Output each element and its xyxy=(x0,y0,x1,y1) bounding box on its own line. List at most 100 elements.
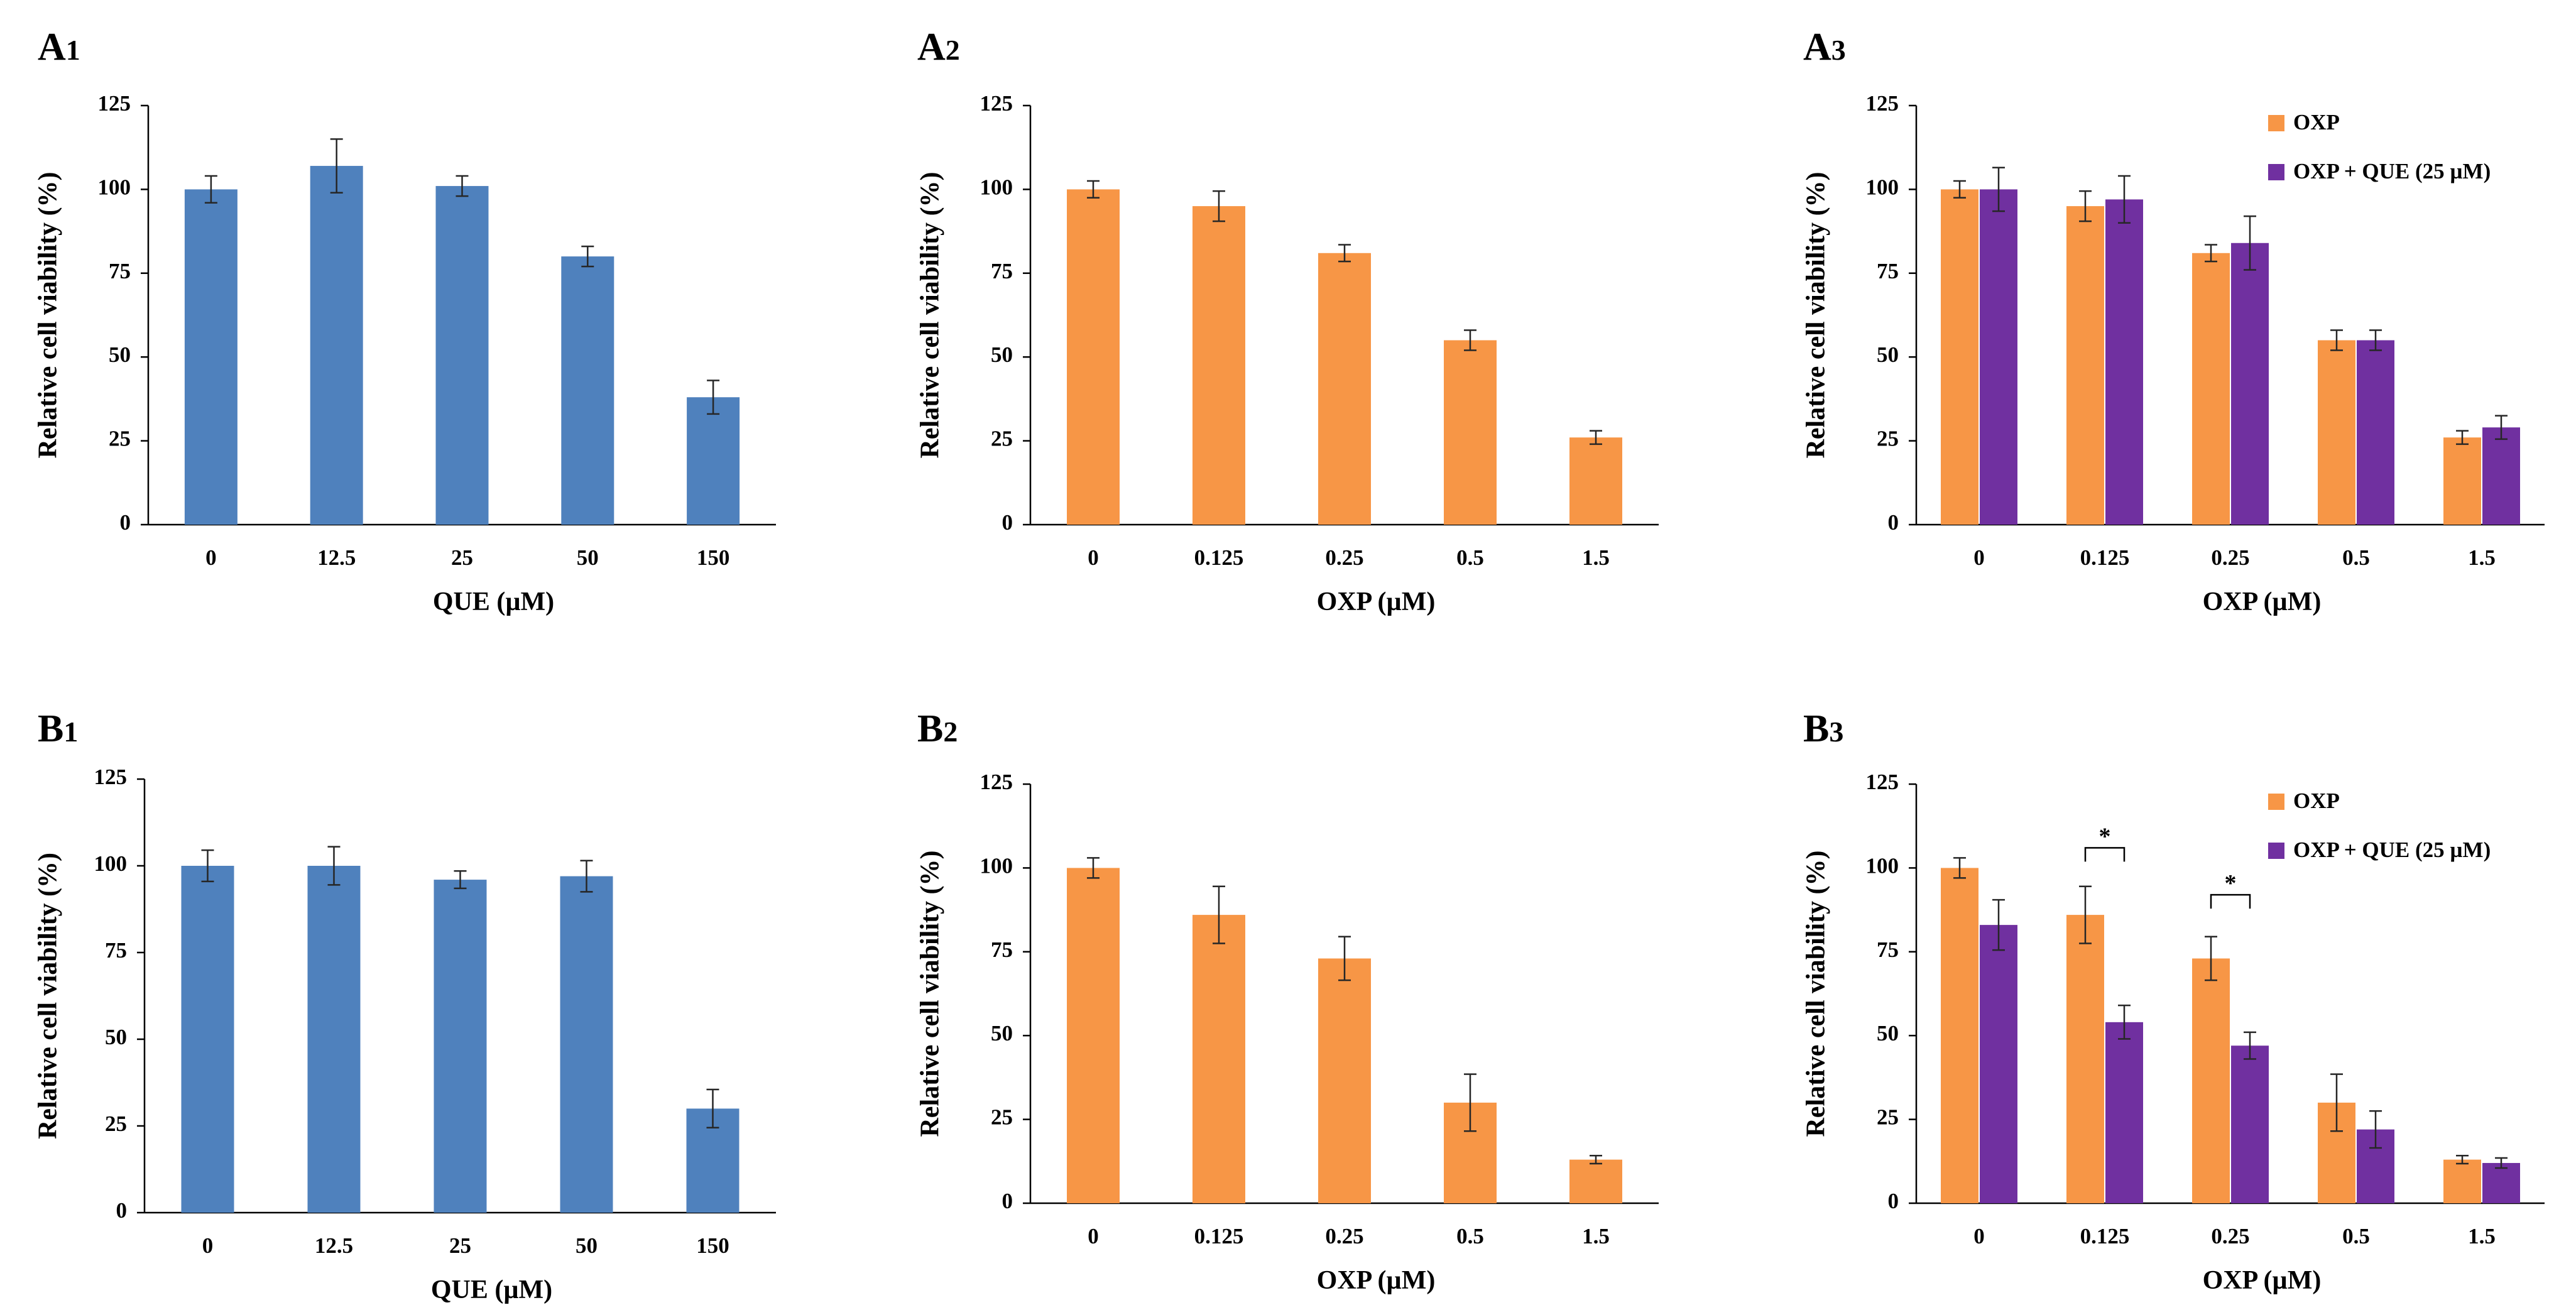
x-axis-title: QUE (µM) xyxy=(431,1275,552,1304)
panel-letter: A xyxy=(38,26,66,68)
y-tick-label: 50 xyxy=(991,342,1013,367)
y-tick-label: 125 xyxy=(1866,770,1899,794)
y-tick-label: 50 xyxy=(991,1021,1013,1046)
y-tick-label: 75 xyxy=(105,938,127,963)
bar-b3-s0-c1 xyxy=(2066,915,2104,1203)
panel-label: B3 xyxy=(1803,707,1843,750)
x-axis-title: OXP (µM) xyxy=(1317,1266,1436,1295)
x-tick-label: 1.5 xyxy=(2468,545,2496,570)
panel-number: 2 xyxy=(946,34,960,66)
x-tick-label: 150 xyxy=(697,545,730,570)
y-tick-label: 50 xyxy=(109,342,131,367)
bar-b3-s1-c1 xyxy=(2105,1022,2143,1203)
bar-b3-s0-c2 xyxy=(2192,958,2230,1203)
y-axis-title: Relative cell viability (%) xyxy=(34,853,63,1139)
legend-swatch xyxy=(2268,794,2284,810)
panel-letter: A xyxy=(917,26,946,68)
bar-a3-s0-c2 xyxy=(2192,253,2230,525)
panel-label: A2 xyxy=(917,26,960,68)
bar-b2-s0-c0 xyxy=(1067,868,1120,1203)
x-tick-label: 25 xyxy=(451,545,473,570)
y-tick-label: 25 xyxy=(991,427,1013,451)
x-axis-title: OXP (µM) xyxy=(2203,587,2322,616)
significance-bracket xyxy=(2084,847,2126,862)
x-tick-label: 0.125 xyxy=(2080,545,2130,570)
x-tick-label: 50 xyxy=(577,545,599,570)
y-tick-label: 125 xyxy=(94,765,128,789)
y-tick-label: 0 xyxy=(1002,510,1013,535)
y-tick-label: 75 xyxy=(109,259,131,283)
x-tick-label: 0.125 xyxy=(1194,1224,1244,1248)
bar-a2-s0-c1 xyxy=(1192,206,1245,525)
panel-letter: B xyxy=(1803,707,1829,750)
y-tick-label: 100 xyxy=(980,175,1013,199)
y-tick-label: 125 xyxy=(98,91,131,116)
panel-label: A3 xyxy=(1803,26,1846,68)
x-tick-label: 12.5 xyxy=(317,545,356,570)
bar-a3-s0-c4 xyxy=(2443,437,2481,525)
bar-a3-s1-c4 xyxy=(2482,427,2520,525)
y-tick-label: 100 xyxy=(94,851,128,876)
legend-label: OXP xyxy=(2293,789,2340,813)
y-tick-label: 0 xyxy=(1002,1189,1013,1213)
x-tick-label: 0.5 xyxy=(2342,545,2370,570)
panel-b2: B2 Relative cell viability (%) 0 25 50 75 100 1… xyxy=(916,707,1659,1295)
bar-a3-s0-c0 xyxy=(1941,189,1978,525)
x-axis-title: OXP (µM) xyxy=(1317,587,1436,616)
panel-label: A1 xyxy=(38,26,80,68)
legend-label: OXP + QUE (25 µM) xyxy=(2293,838,2491,862)
x-tick-label: 0 xyxy=(1088,1224,1099,1248)
y-tick-label: 50 xyxy=(105,1025,127,1049)
y-tick-label: 100 xyxy=(98,175,131,199)
x-tick-label: 0.5 xyxy=(2342,1224,2370,1248)
panel-b1: B1 Relative cell viability (%) 0 25 50 75 100 1… xyxy=(34,707,776,1304)
bar-a2-s0-c2 xyxy=(1318,253,1371,525)
significance-marker: * xyxy=(2099,823,2111,849)
bar-b3-s0-c0 xyxy=(1941,868,1978,1203)
significance-marker: * xyxy=(2225,870,2237,897)
panel-a1: A1 Relative cell viability (%) 0 25 50 75 100 1… xyxy=(34,26,776,616)
y-axis-title: Relative cell viability (%) xyxy=(34,172,63,458)
y-tick-label: 75 xyxy=(1877,937,1899,962)
bar-a1-s0-c1 xyxy=(310,166,363,525)
y-tick-label: 0 xyxy=(1888,1189,1899,1213)
x-tick-label: 0.25 xyxy=(1325,1224,1363,1248)
panel-letter: B xyxy=(917,707,943,750)
bar-b1-s0-c2 xyxy=(434,880,487,1213)
y-axis-title: Relative cell viability (%) xyxy=(1802,850,1831,1137)
y-tick-label: 75 xyxy=(991,259,1013,283)
bar-b3-s1-c0 xyxy=(1980,925,2017,1203)
bar-b3-s1-c4 xyxy=(2482,1162,2520,1203)
bar-b2-s0-c1 xyxy=(1192,915,1245,1203)
y-axis-title: Relative cell viability (%) xyxy=(916,850,945,1137)
legend-label: OXP xyxy=(2293,110,2340,134)
y-axis-title: Relative cell viability (%) xyxy=(916,172,945,458)
y-tick-label: 0 xyxy=(120,510,131,535)
x-tick-label: 150 xyxy=(696,1233,729,1258)
y-tick-label: 50 xyxy=(1877,342,1899,367)
x-tick-label: 0.25 xyxy=(1325,545,1363,570)
x-tick-label: 1.5 xyxy=(1582,1224,1610,1248)
panel-letter: B xyxy=(38,707,63,750)
y-tick-label: 125 xyxy=(980,770,1013,794)
y-tick-label: 100 xyxy=(1866,853,1899,878)
y-tick-label: 100 xyxy=(1866,175,1899,199)
legend-label: OXP + QUE (25 µM) xyxy=(2293,159,2491,183)
bar-a1-s0-c0 xyxy=(184,189,237,525)
bar-a2-s0-c3 xyxy=(1444,340,1497,525)
x-tick-label: 0 xyxy=(205,545,217,570)
x-tick-label: 0.5 xyxy=(1456,1224,1484,1248)
x-tick-label: 1.5 xyxy=(2468,1224,2496,1248)
panel-label: B2 xyxy=(917,707,958,750)
legend-swatch xyxy=(2268,115,2284,131)
panel-label: B1 xyxy=(38,707,78,750)
panel-a2: A2 Relative cell viability (%) 0 25 50 75 100 1… xyxy=(916,26,1659,616)
bar-b2-s0-c4 xyxy=(1569,1159,1622,1203)
bar-a3-s1-c1 xyxy=(2105,199,2143,525)
y-tick-label: 75 xyxy=(1877,259,1899,283)
bar-a3-s0-c3 xyxy=(2318,340,2355,525)
panel-b3: B3 Relative cell viability (%) 0 25 50 75 100 1… xyxy=(1802,707,2545,1295)
bar-a3-s1-c0 xyxy=(1980,189,2017,525)
bar-a2-s0-c0 xyxy=(1067,189,1120,525)
